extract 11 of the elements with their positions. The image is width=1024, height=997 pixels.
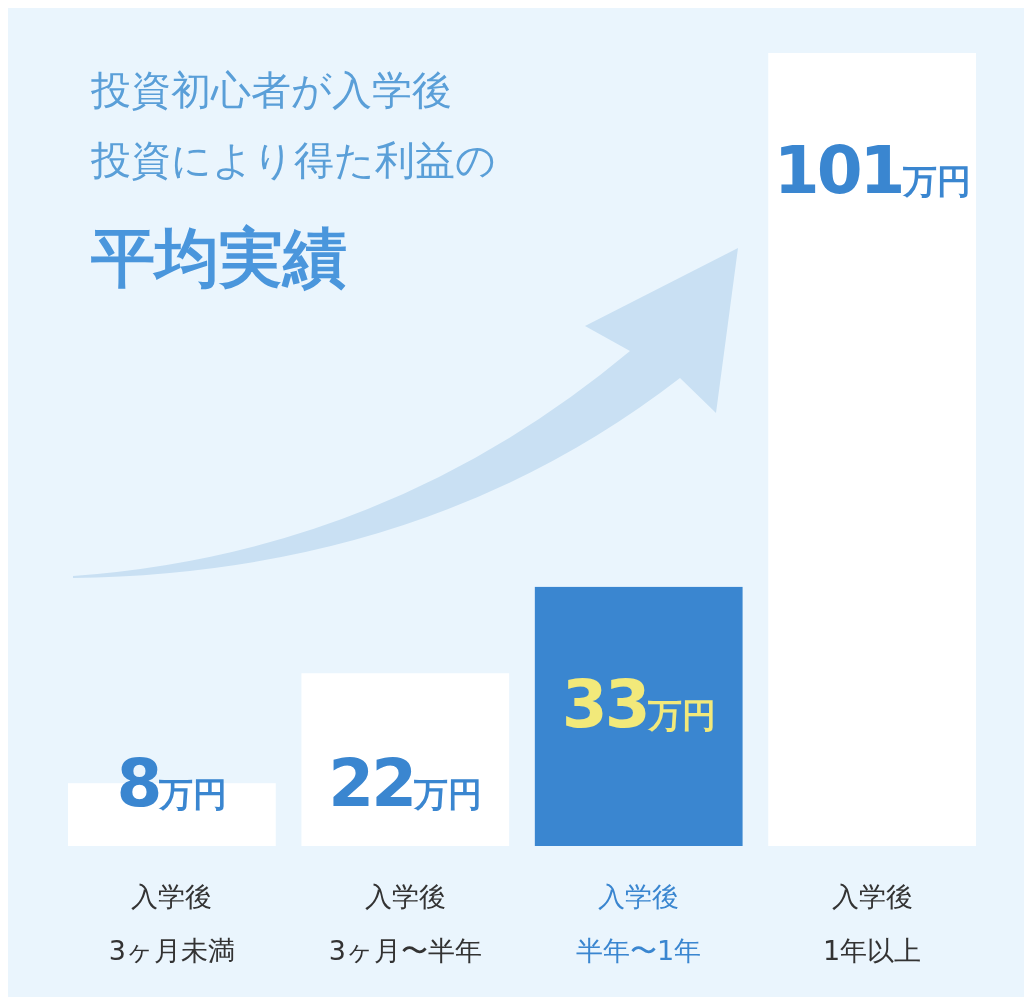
- data-label: 8万円: [116, 745, 228, 822]
- text: 平均実績: [90, 221, 347, 295]
- data-label: 33万円: [561, 665, 716, 743]
- x-tick-label: 入学後半年〜1年: [576, 881, 702, 966]
- x-tick-label: 入学後3ヶ月〜半年: [328, 881, 482, 966]
- x-tick-label: 入学後3ヶ月未満: [108, 881, 235, 966]
- bar: [534, 586, 743, 846]
- data-label: 101万円: [773, 132, 971, 209]
- x-tick-label: 入学後1年以上: [823, 881, 922, 966]
- text: 投資初心者が入学後投資により得た利益の: [90, 67, 496, 183]
- data-label: 22万円: [328, 745, 483, 822]
